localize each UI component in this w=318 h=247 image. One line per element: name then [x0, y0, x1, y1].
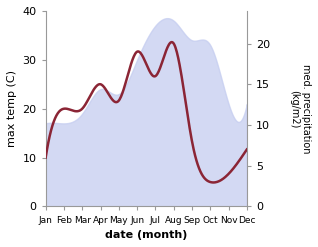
- Y-axis label: max temp (C): max temp (C): [7, 70, 17, 147]
- X-axis label: date (month): date (month): [105, 230, 187, 240]
- Y-axis label: med. precipitation
(kg/m2): med. precipitation (kg/m2): [289, 64, 311, 153]
